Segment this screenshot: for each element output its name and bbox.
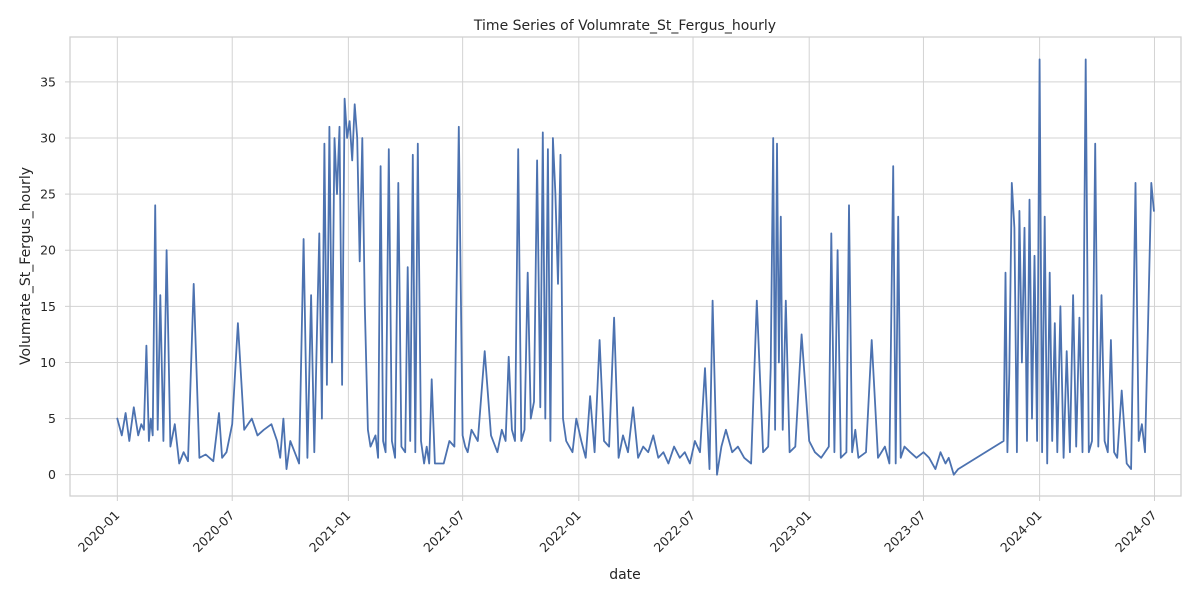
series-layer — [116, 58, 1155, 476]
y-tick-label: 10 — [40, 355, 56, 370]
y-tick-label: 5 — [48, 411, 56, 426]
y-tick-label: 0 — [48, 467, 56, 482]
x-tick-label: 2023-01 — [767, 508, 815, 556]
x-tick-label: 2021-07 — [420, 508, 468, 556]
grid-layer — [70, 37, 1181, 496]
y-tick-label: 30 — [40, 131, 56, 146]
y-tick-label: 35 — [40, 74, 56, 89]
tick-layer: 0 5 10 15 20 25 30 35 2020-01 2020-07 2021-01 2021-… — [40, 74, 1160, 555]
plot-frame — [69, 36, 1182, 497]
y-tick-label: 15 — [40, 299, 56, 314]
y-axis-label: Volumrate_St_Fergus_hourly — [18, 167, 34, 365]
x-tick-label: 2024-01 — [997, 508, 1045, 556]
x-tick-label: 2020-07 — [190, 508, 238, 556]
x-tick-label: 2023-07 — [881, 508, 929, 556]
x-tick-label: 2024-07 — [1112, 508, 1160, 556]
x-tick-label: 2020-01 — [75, 508, 123, 556]
x-axis-label: date — [609, 567, 641, 583]
y-tick-label: 25 — [40, 187, 56, 202]
x-tick-label: 2021-01 — [306, 508, 354, 556]
chart-title: Time Series of Volumrate_St_Fergus_hourl… — [473, 18, 776, 34]
y-tick-label: 20 — [40, 243, 56, 258]
series-line — [116, 58, 1155, 476]
x-tick-label: 2022-01 — [536, 508, 584, 556]
x-tick-label: 2022-07 — [651, 508, 699, 556]
